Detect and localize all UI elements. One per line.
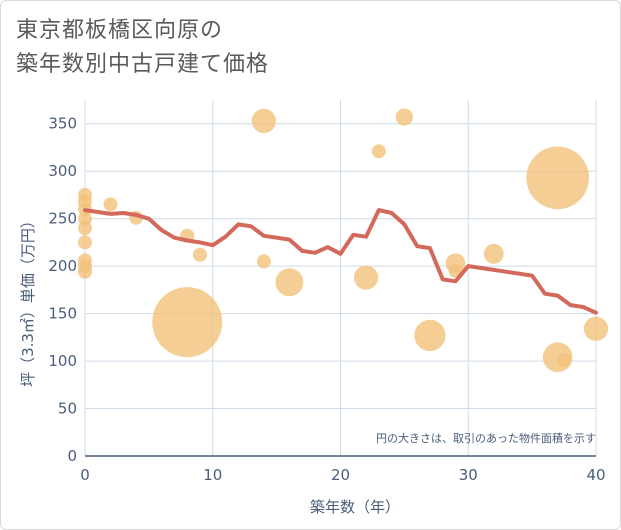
chart-title-line-1: 東京都板橋区向原の [16, 18, 224, 43]
trend-line [83, 208, 598, 315]
bubble-point [78, 221, 92, 236]
trend-line-group [83, 208, 598, 315]
y-tick-label: 50 [58, 400, 77, 418]
bubble-point [583, 316, 609, 341]
x-tick-label: 10 [203, 466, 222, 484]
y-tick-label: 250 [48, 210, 77, 228]
bubble-point [256, 254, 271, 269]
tick-labels: 0 50 100 150 200 250 300 350 0 10 20 30 40 [48, 115, 605, 484]
y-tick-label: 150 [48, 305, 77, 323]
bubble-point [353, 265, 379, 290]
y-tick-label: 100 [48, 352, 77, 370]
grid-lines [84, 100, 597, 457]
y-tick-label: 200 [48, 257, 77, 275]
bubble-point [78, 264, 92, 279]
x-axis-label: 築年数（年） [310, 498, 400, 516]
bubble-point [371, 144, 386, 159]
bubble-point [78, 235, 92, 250]
x-tick-label: 20 [331, 466, 350, 484]
y-tick-label: 300 [48, 162, 77, 180]
bubbles [78, 108, 609, 373]
bubble-point [395, 108, 413, 126]
bubble-point [152, 287, 223, 358]
chart-title-line-2: 築年数別中古戸建て価格 [16, 52, 270, 77]
bubble-point [557, 353, 572, 368]
x-tick-label: 30 [459, 466, 478, 484]
x-tick-label: 0 [80, 466, 90, 484]
y-tick-label: 350 [48, 115, 77, 133]
y-axis-label: 坪（3.3㎡）単価（万円） [19, 213, 37, 387]
bubble-point [414, 319, 446, 352]
y-tick-label: 0 [67, 447, 77, 465]
bubble-point [483, 243, 504, 264]
bubble-size-note: 円の大きさは、取引のあった物件面積を示す [376, 431, 596, 445]
chart-title: 東京都板橋区向原の 築年数別中古戸建て価格 [16, 14, 269, 82]
x-tick-label: 40 [586, 466, 605, 484]
bubble-point [103, 197, 118, 212]
bubble-point [526, 146, 589, 210]
bubble-point [275, 268, 304, 297]
bubble-point [192, 247, 207, 262]
bubble-point [251, 108, 276, 134]
